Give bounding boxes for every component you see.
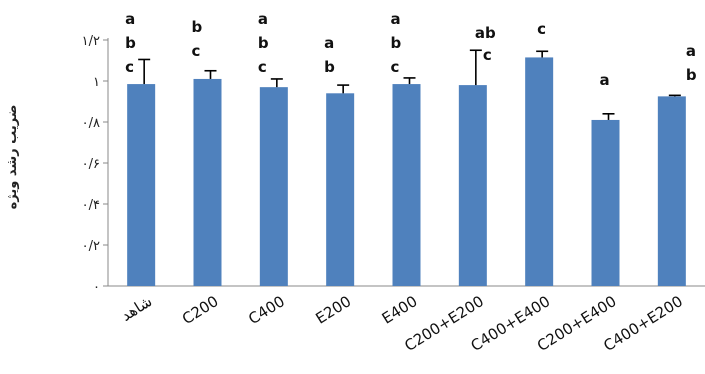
- y-tick-label: ١/٢: [82, 34, 100, 49]
- y-tick-label: ٠/٨: [82, 116, 100, 131]
- y-tick-label: ٠: [93, 280, 100, 295]
- significance-letter: b: [686, 66, 697, 84]
- x-tick-label: E200: [312, 292, 354, 327]
- x-tick-label: C200: [179, 292, 222, 328]
- bar: [392, 84, 421, 286]
- significance-letter: c: [537, 20, 546, 38]
- bar: [525, 57, 554, 286]
- x-tick-label: شاهد: [118, 292, 155, 325]
- significance-letter: c: [192, 42, 201, 60]
- significance-letter: a: [125, 10, 135, 28]
- x-tick-label: C400: [245, 292, 288, 328]
- bar: [259, 87, 288, 287]
- x-tick-labels: شاهد C200 C400 E200 E400C200+E200C400+E400C2…: [118, 292, 686, 355]
- y-tick-label: ١: [93, 75, 100, 90]
- significance-letter: a: [600, 71, 610, 89]
- y-tick-label: ٠/۶: [82, 157, 100, 172]
- bar: [458, 85, 487, 286]
- bar: [657, 96, 686, 286]
- significance-letter: c: [483, 46, 492, 64]
- significance-letter: c: [391, 58, 400, 76]
- significance-letter: a: [686, 42, 696, 60]
- significance-letter: b: [324, 58, 335, 76]
- significance-letter: b: [258, 34, 269, 52]
- y-ticks: ٠ ٠/٢ ٠/۴ ٠/۶ ٠/٨ ١ ١/٢: [82, 34, 108, 295]
- y-axis-label: ضریب رشد ویژه: [5, 105, 20, 210]
- significance-letter: b: [192, 18, 203, 36]
- y-tick-label: ٠/۴: [82, 198, 100, 213]
- bar: [127, 84, 156, 286]
- bar: [326, 93, 355, 286]
- bar: [591, 119, 620, 286]
- significance-letter: a: [324, 34, 334, 52]
- x-tick-label: E400: [379, 292, 421, 327]
- significance-letter: c: [258, 58, 267, 76]
- significance-letter: b: [391, 34, 402, 52]
- y-tick-label: ٠/٢: [82, 239, 100, 254]
- bar: [193, 78, 222, 286]
- significance-letter: c: [125, 58, 134, 76]
- significance-letter: b: [125, 34, 136, 52]
- significance-letter: a: [258, 10, 268, 28]
- significance-letter: ab: [475, 24, 496, 42]
- significance-letter: a: [391, 10, 401, 28]
